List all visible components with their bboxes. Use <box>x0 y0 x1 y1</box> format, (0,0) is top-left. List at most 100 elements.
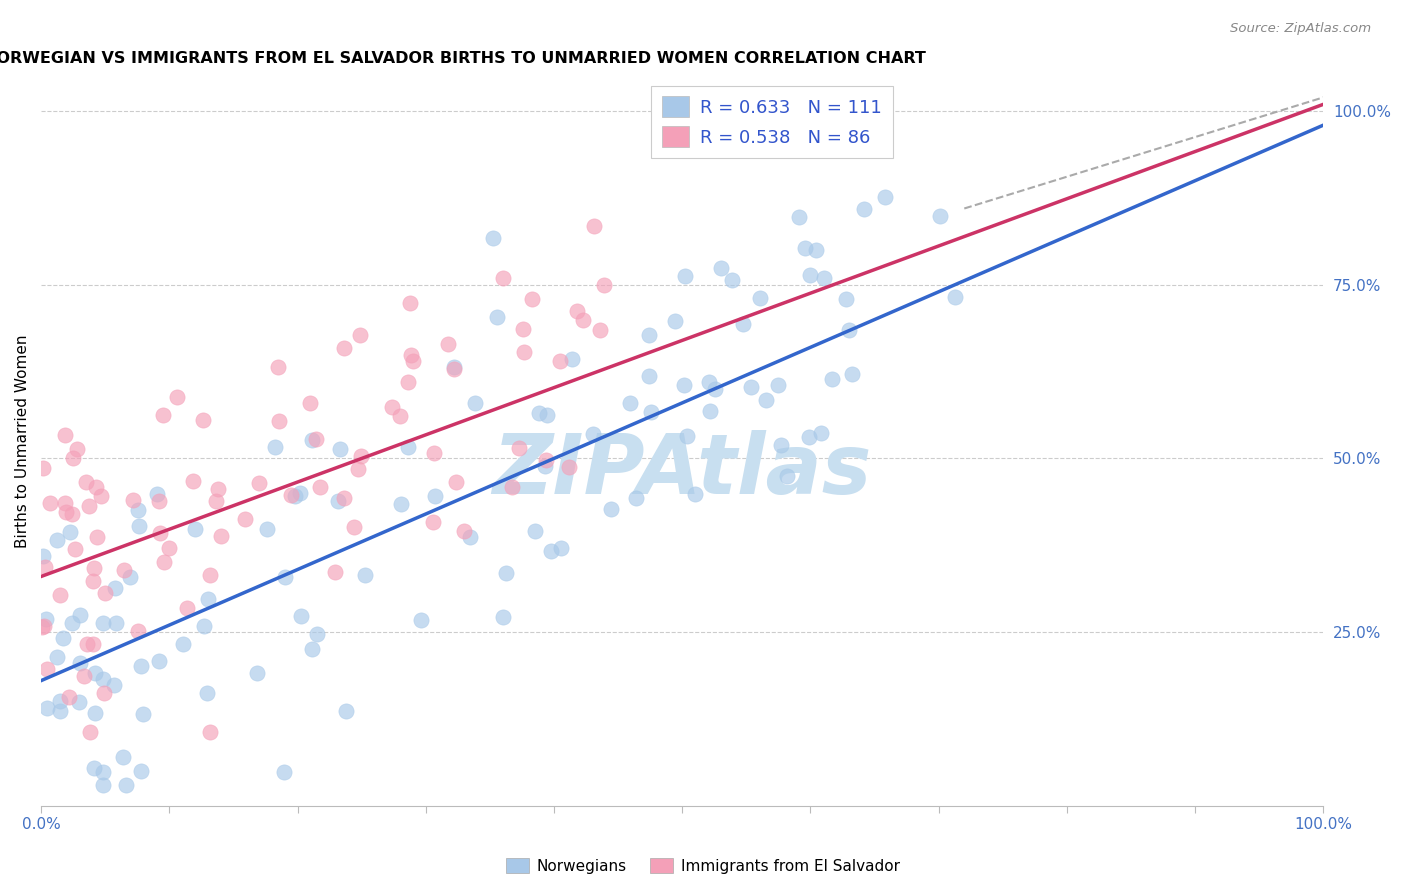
Point <box>35 611 58 625</box>
Point <box>402 354 425 368</box>
Point <box>396 375 419 389</box>
Point <box>73 669 96 683</box>
Point <box>513 345 536 359</box>
Point <box>482 231 505 245</box>
Point <box>838 323 860 337</box>
Point <box>349 328 371 343</box>
Point <box>943 290 966 304</box>
Point <box>699 404 721 418</box>
Point <box>247 476 270 491</box>
Point <box>246 665 269 680</box>
Point <box>39 496 62 510</box>
Point <box>813 271 835 285</box>
Point <box>534 453 557 467</box>
Point <box>787 210 810 224</box>
Point <box>411 613 433 627</box>
Point <box>207 482 229 496</box>
Point <box>122 492 145 507</box>
Point <box>46 533 69 548</box>
Point <box>685 486 707 500</box>
Point <box>540 544 562 558</box>
Point <box>492 610 515 624</box>
Point <box>62 451 84 466</box>
Point <box>333 341 356 355</box>
Point <box>305 627 328 641</box>
Point <box>929 209 952 223</box>
Point <box>157 541 180 556</box>
Point <box>166 390 188 404</box>
Point <box>799 430 821 444</box>
Point <box>747 97 769 112</box>
Point <box>149 525 172 540</box>
Point <box>523 524 546 538</box>
Point <box>841 367 863 381</box>
Point <box>593 278 616 293</box>
Point <box>422 515 444 529</box>
Point <box>640 405 662 419</box>
Point <box>749 291 772 305</box>
Point <box>673 268 696 283</box>
Legend: R = 0.633   N = 111, R = 0.538   N = 86: R = 0.633 N = 111, R = 0.538 N = 86 <box>651 86 893 158</box>
Point <box>63 541 86 556</box>
Point <box>200 568 222 582</box>
Point <box>53 427 76 442</box>
Point <box>572 313 595 327</box>
Point <box>52 631 75 645</box>
Point <box>111 750 134 764</box>
Point <box>91 765 114 780</box>
Point <box>280 488 302 502</box>
Point <box>582 426 605 441</box>
Point <box>720 273 742 287</box>
Point <box>211 529 233 543</box>
Point <box>31 620 53 634</box>
Point <box>83 760 105 774</box>
Point <box>49 588 72 602</box>
Point <box>443 361 465 376</box>
Point <box>53 496 76 510</box>
Point <box>205 493 228 508</box>
Point <box>672 378 695 392</box>
Point <box>396 440 419 454</box>
Point <box>769 437 792 451</box>
Point <box>256 522 278 536</box>
Point <box>423 489 446 503</box>
Point <box>835 292 858 306</box>
Point <box>301 433 323 447</box>
Point <box>347 462 370 476</box>
Point <box>703 383 725 397</box>
Point <box>90 489 112 503</box>
Point <box>558 460 581 475</box>
Point <box>118 570 141 584</box>
Point <box>93 586 115 600</box>
Point <box>548 354 571 368</box>
Point <box>34 560 56 574</box>
Point <box>561 351 583 366</box>
Point <box>733 317 755 331</box>
Point <box>423 446 446 460</box>
Point <box>176 601 198 615</box>
Point <box>301 642 323 657</box>
Point <box>127 624 149 639</box>
Point <box>284 489 307 503</box>
Point <box>624 491 647 505</box>
Point <box>67 695 90 709</box>
Point <box>183 474 205 488</box>
Point <box>619 396 641 410</box>
Point <box>32 619 55 633</box>
Point <box>806 243 828 257</box>
Point <box>710 260 733 275</box>
Point <box>146 487 169 501</box>
Point <box>273 765 295 780</box>
Point <box>589 322 612 336</box>
Point <box>637 328 659 343</box>
Point <box>299 396 322 410</box>
Point <box>328 493 350 508</box>
Point <box>49 693 72 707</box>
Legend: Norwegians, Immigrants from El Salvador: Norwegians, Immigrants from El Salvador <box>501 852 905 880</box>
Text: NORWEGIAN VS IMMIGRANTS FROM EL SALVADOR BIRTHS TO UNMARRIED WOMEN CORRELATION C: NORWEGIAN VS IMMIGRANTS FROM EL SALVADOR… <box>0 51 927 66</box>
Point <box>49 704 72 718</box>
Point <box>290 486 312 500</box>
Point <box>810 425 832 440</box>
Point <box>82 574 104 588</box>
Point <box>60 507 83 521</box>
